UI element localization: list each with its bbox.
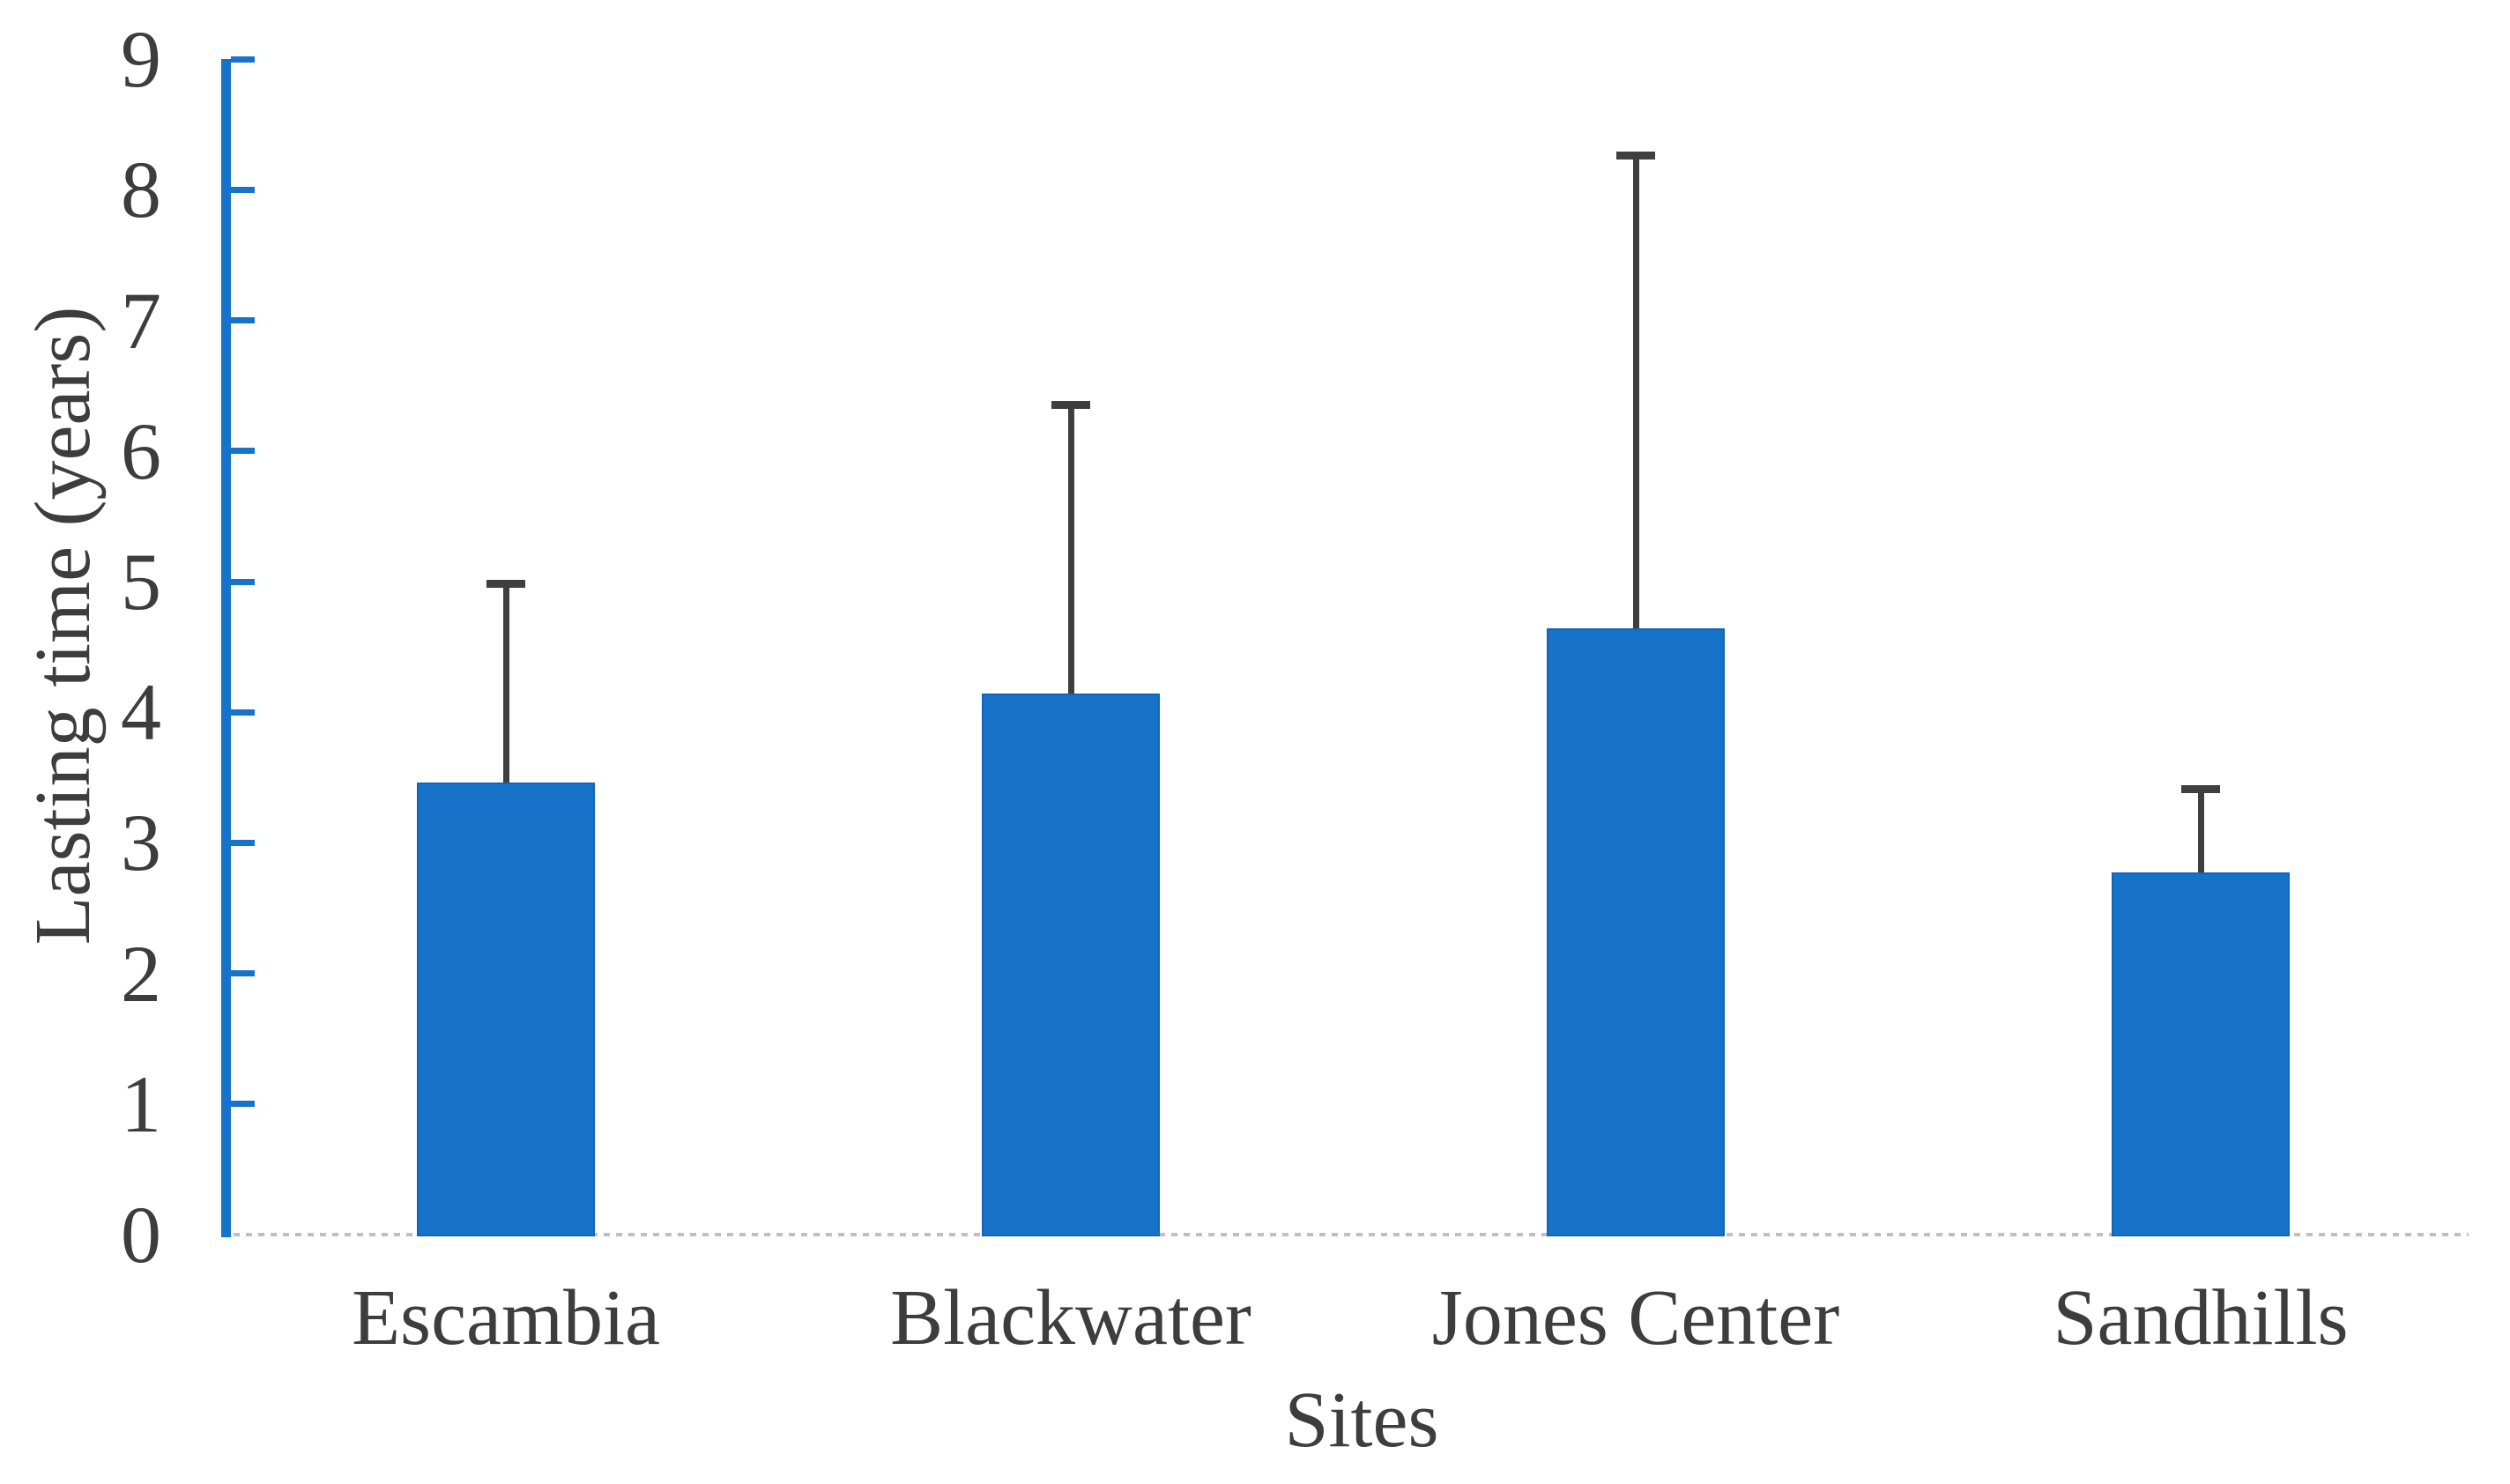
y-tick-label: 6: [121, 405, 161, 496]
bar-sandhills: [2112, 872, 2290, 1236]
error-bar-cap-blackwater: [1051, 401, 1090, 410]
y-tick-label: 0: [121, 1190, 161, 1280]
error-bar-cap-sandhills: [2181, 785, 2220, 794]
y-tick: [231, 709, 255, 716]
error-bar-line-escambia: [502, 583, 509, 783]
error-bar-line-jones-center: [1632, 155, 1639, 629]
y-tick-label: 1: [121, 1058, 161, 1149]
y-tick: [231, 186, 255, 193]
y-tick: [231, 448, 255, 455]
error-bar-line-blackwater: [1067, 404, 1074, 694]
bar-escambia: [417, 783, 595, 1236]
y-tick: [231, 970, 255, 977]
y-tick: [231, 317, 255, 324]
y-tick: [231, 1101, 255, 1108]
x-axis-baseline: [221, 1233, 2469, 1236]
y-tick: [231, 56, 255, 63]
y-tick-label: 7: [121, 275, 161, 366]
bar-jones-center: [1547, 628, 1725, 1236]
y-tick: [231, 839, 255, 846]
x-category-label-sandhills: Sandhills: [2053, 1274, 2349, 1362]
x-category-label-jones-center: Jones Center: [1431, 1274, 1840, 1362]
y-tick-label: 9: [121, 14, 161, 105]
error-bar-line-sandhills: [2197, 789, 2204, 873]
error-bar-cap-escambia: [486, 580, 525, 589]
y-tick: [231, 578, 255, 585]
error-bar-cap-jones-center: [1616, 152, 1655, 160]
y-tick-label: 4: [121, 667, 161, 758]
y-tick-label: 8: [121, 145, 161, 235]
y-tick-label: 2: [121, 928, 161, 1019]
x-category-label-blackwater: Blackwater: [890, 1274, 1251, 1362]
x-category-label-escambia: Escambia: [352, 1274, 660, 1362]
bar-blackwater: [982, 694, 1160, 1236]
y-axis-line: [221, 59, 231, 1237]
x-axis-title: Sites: [1284, 1376, 1439, 1464]
y-tick-label: 3: [121, 798, 161, 888]
y-tick-label: 5: [121, 537, 161, 627]
